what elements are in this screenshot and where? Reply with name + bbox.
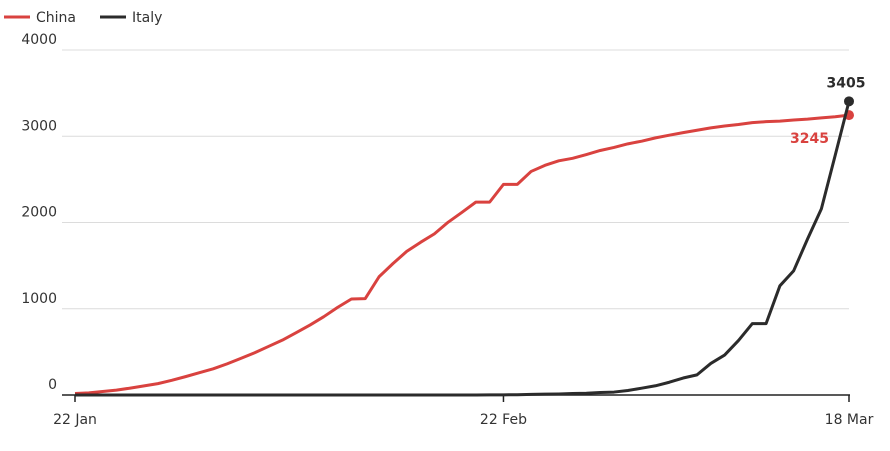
y-tick-label: 3000 xyxy=(21,118,57,134)
x-tick-label: 18 Mar xyxy=(825,412,874,428)
y-tick-label: 2000 xyxy=(21,205,57,221)
y-tick-label: 0 xyxy=(48,377,57,393)
end-point xyxy=(844,96,854,107)
end-label: 3405 xyxy=(827,75,866,91)
y-tick-label: 1000 xyxy=(21,291,57,307)
legend-label: China xyxy=(36,10,76,26)
legend-label: Italy xyxy=(132,10,162,26)
x-tick-label: 22 Jan xyxy=(53,412,97,428)
end-label: 3245 xyxy=(790,131,829,147)
line-0 xyxy=(74,113,850,396)
line-1 xyxy=(75,100,851,397)
x-tick-label: 22 Feb xyxy=(480,412,527,428)
y-tick-label: 4000 xyxy=(21,32,57,48)
